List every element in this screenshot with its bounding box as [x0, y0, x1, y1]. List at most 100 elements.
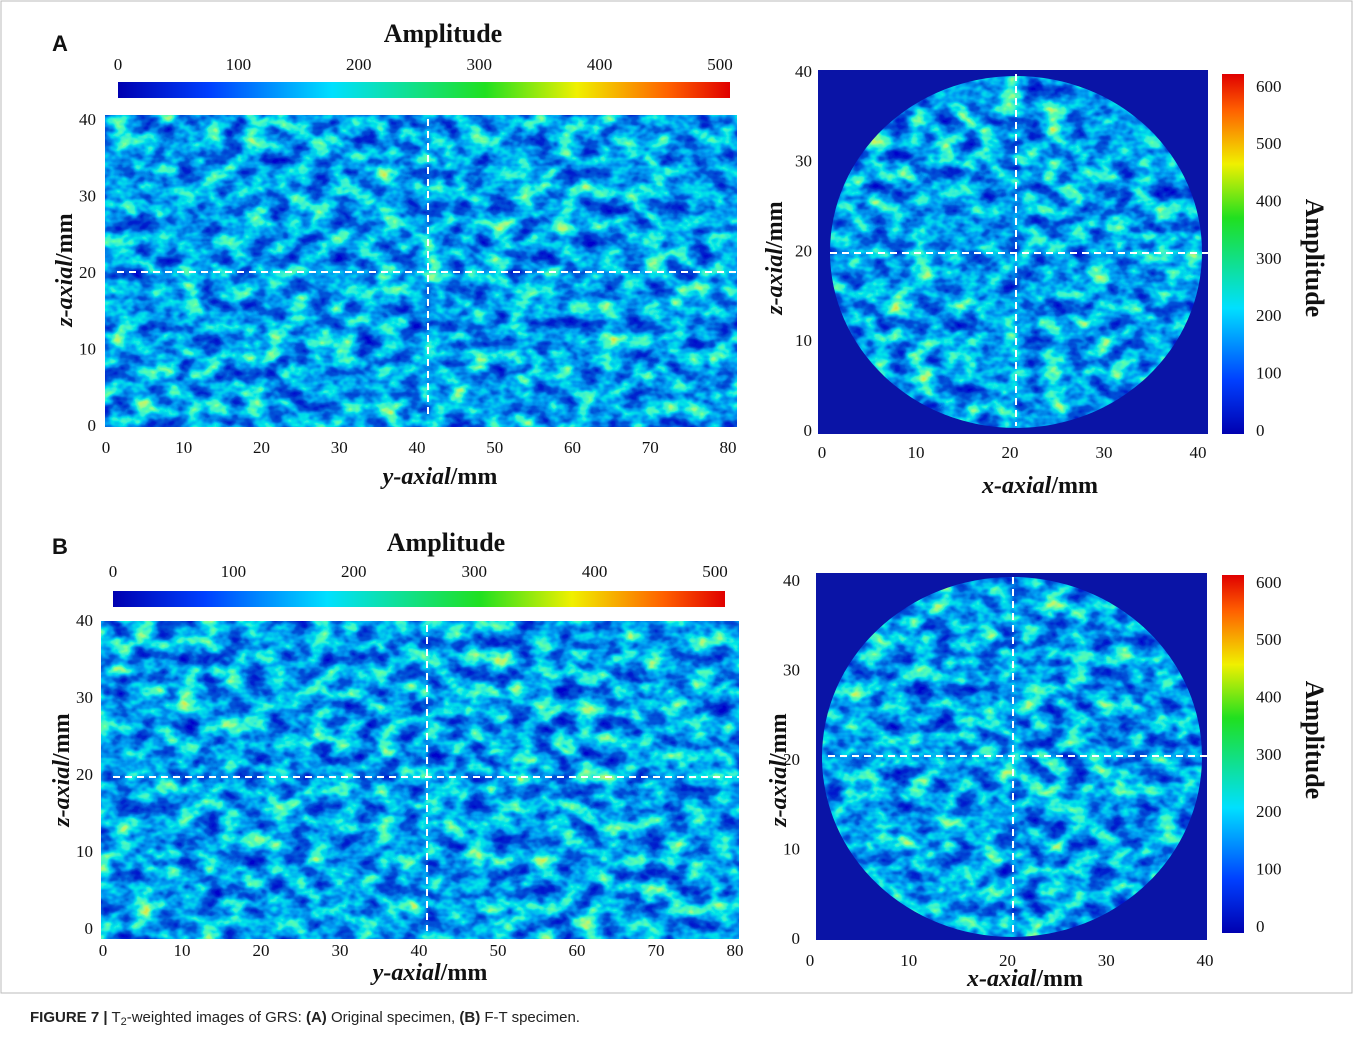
x-tick-label: 10: [900, 951, 917, 970]
x-tick-label: 0: [99, 941, 108, 960]
colorbar: [1222, 74, 1244, 434]
colorbar-tick-label: 0: [109, 562, 118, 581]
colorbar: [118, 82, 730, 98]
colorbar-tick-label: 100: [1256, 860, 1282, 879]
axis-label: z-axial/mm: [52, 213, 78, 327]
colorbar-title: Amplitude: [1300, 199, 1329, 317]
caption-text: -weighted images of GRS:: [127, 1009, 306, 1026]
y-tick-label: 30: [795, 152, 812, 171]
panels: A0 10 20 30 40 50 60 70 80010203040y-axial/mmz-a…: [49, 19, 1330, 992]
caption-text: T: [108, 1009, 121, 1026]
colorbar-title: Amplitude: [384, 19, 502, 48]
x-tick-label: 40: [411, 941, 428, 960]
axis-label: y-axial/mm: [370, 960, 488, 986]
colorbar-tick-label: 100: [221, 562, 247, 581]
axis-label-name: y-axial: [370, 960, 441, 986]
axis-label: z-axial/mm: [49, 713, 75, 827]
axis-label-unit: /mm: [762, 201, 788, 249]
y-tick-label: 0: [88, 416, 97, 435]
x-tick-label: 20: [1002, 443, 1019, 462]
colorbar-tick-label: 400: [1256, 192, 1282, 211]
panel-label: A: [52, 31, 68, 56]
y-tick-label: 0: [804, 421, 813, 440]
x-tick-label: 50: [490, 941, 507, 960]
x-tick-label: 60: [564, 438, 581, 457]
x-tick-label: 40: [1190, 443, 1207, 462]
x-tick-label: 10: [174, 941, 191, 960]
colorbar-tick-label: 500: [702, 562, 728, 581]
figure-border: [0, 0, 1353, 994]
axis-label-unit: /mm: [1035, 966, 1083, 992]
x-tick-label: 0: [818, 443, 827, 462]
x-tick-label: 20: [999, 951, 1016, 970]
colorbar-tick-label: 300: [1256, 745, 1282, 764]
colorbar-tick-label: 200: [341, 562, 367, 581]
y-tick-label: 40: [795, 62, 812, 81]
amplitude-image: [101, 621, 739, 939]
axis-label-unit: /mm: [440, 960, 488, 986]
caption-label: FIGURE 7 |: [30, 1009, 108, 1026]
x-tick-label: 20: [253, 941, 270, 960]
y-tick-label: 10: [795, 331, 812, 350]
x-tick-label: 70: [648, 941, 665, 960]
colorbar-tick-label: 600: [1256, 77, 1282, 96]
axis-label-name: y-axial: [380, 464, 451, 490]
axis-label-name: z-axial: [49, 760, 75, 828]
axis-label-name: z-axial: [766, 760, 792, 828]
colorbar-tick-label: 600: [1256, 573, 1282, 592]
axis-label: y-axial/mm: [380, 464, 498, 490]
x-tick-label: 10: [175, 438, 192, 457]
y-tick-label: 40: [76, 611, 93, 630]
axis-label-unit: /mm: [49, 713, 75, 761]
colorbar-tick-label: 0: [1256, 917, 1265, 936]
axis-label: z-axial/mm: [766, 713, 792, 827]
axis-label-name: z-axial: [52, 260, 78, 328]
colorbar: [113, 591, 725, 607]
y-tick-label: 30: [79, 186, 96, 205]
y-tick-label: 0: [85, 919, 94, 938]
axis-label: x-axial/mm: [966, 966, 1083, 992]
x-tick-label: 40: [409, 438, 426, 457]
caption: FIGURE 7 | T2-weighted images of GRS: (A…: [30, 1009, 580, 1028]
colorbar-tick-label: 0: [1256, 421, 1265, 440]
axis-label-name: x-axial: [966, 966, 1037, 992]
y-tick-label: 20: [795, 241, 812, 260]
colorbar-tick-label: 100: [226, 55, 252, 74]
colorbar-tick-label: 400: [1256, 688, 1282, 707]
caption-ref: (B): [459, 1009, 480, 1026]
caption-sub: 2: [121, 1016, 127, 1028]
axis-label-name: x-axial: [981, 473, 1052, 499]
colorbar: [1222, 575, 1244, 933]
colorbar-tick-label: 200: [1256, 802, 1282, 821]
colorbar-tick-label: 0: [114, 55, 123, 74]
axis-label-unit: /mm: [450, 464, 498, 490]
caption-text: Original specimen,: [327, 1009, 460, 1026]
x-tick-label: 30: [331, 438, 348, 457]
caption-ref: (A): [306, 1009, 327, 1026]
y-tick-label: 0: [792, 929, 801, 948]
colorbar-title: Amplitude: [1300, 681, 1329, 799]
y-tick-label: 40: [79, 110, 96, 129]
colorbar-tick-label: 100: [1256, 364, 1282, 383]
x-tick-label: 20: [253, 438, 270, 457]
y-tick-label: 30: [76, 688, 93, 707]
y-tick-label: 30: [783, 660, 800, 679]
x-tick-label: 60: [569, 941, 586, 960]
x-tick-label: 0: [102, 438, 111, 457]
colorbar-tick-label: 400: [587, 55, 613, 74]
y-tick-label: 10: [79, 339, 96, 358]
panel-label: B: [52, 534, 68, 559]
axis-label: z-axial/mm: [762, 201, 788, 315]
x-tick-label: 80: [720, 438, 737, 457]
y-tick-label: 40: [783, 571, 800, 590]
y-tick-label: 10: [783, 839, 800, 858]
y-tick-label: 20: [76, 765, 93, 784]
x-tick-label: 70: [642, 438, 659, 457]
axis-label: x-axial/mm: [981, 473, 1098, 499]
caption-text: F-T specimen.: [480, 1009, 580, 1026]
colorbar-tick-label: 300: [461, 562, 487, 581]
colorbar-tick-label: 200: [346, 55, 372, 74]
x-tick-label: 40: [1197, 951, 1214, 970]
x-tick-label: 30: [332, 941, 349, 960]
